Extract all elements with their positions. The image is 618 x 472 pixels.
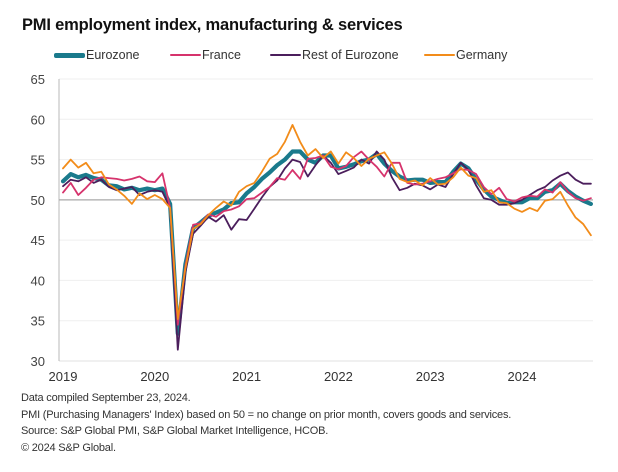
legend-swatch-france [170,53,201,57]
x-tick-label: 2023 [416,369,445,384]
legend-swatch-germany [424,53,455,57]
legend-label-eurozone: Eurozone [86,48,140,62]
y-tick-label: 55 [31,153,45,168]
legend-label-rest-of-eurozone: Rest of Eurozone [302,48,399,62]
chart-title: PMI employment index, manufacturing & se… [22,16,403,34]
series-line-rest-of-eurozone [62,150,592,351]
y-tick-label: 45 [31,233,45,248]
x-tick-label: 2024 [508,369,537,384]
legend-item-eurozone: Eurozone [54,48,140,62]
legend-item-france: France [170,48,241,62]
x-tick-label: 2022 [324,369,353,384]
legend-swatch-eurozone [54,52,85,58]
series-line-france [62,150,592,326]
legend-swatch-rest-of-eurozone [270,53,301,57]
chart-footnotes: Data compiled September 23, 2024. PMI (P… [21,390,511,456]
x-axis-ticks: 2019 2020 2021 2022 2023 2024 [49,369,537,384]
footnote-copyright: © 2024 S&P Global. [21,441,116,454]
legend-item-germany: Germany [424,48,507,62]
x-tick-label: 2020 [140,369,169,384]
gridlines [58,78,593,362]
y-tick-label: 60 [31,112,45,127]
y-tick-label: 30 [31,354,45,369]
y-tick-label: 35 [31,314,45,329]
legend-label-germany: Germany [456,48,508,62]
y-tick-label: 40 [31,273,45,288]
chart-legend: Eurozone France Rest of Eurozone Germany [0,48,618,66]
x-tick-label: 2021 [232,369,261,384]
line-chart: 30 35 40 45 50 55 60 65 2019 2020 2021 2022 2023 202… [31,72,594,384]
y-axis-ticks: 30 35 40 45 50 55 60 65 [31,72,45,369]
y-tick-label: 50 [31,193,45,208]
series-lines [60,124,594,351]
x-tick-label: 2019 [49,369,78,384]
footnote-data-compiled: Data compiled September 23, 2024. [21,392,191,404]
y-tick-label: 65 [31,72,45,87]
series-line-germany [62,124,592,321]
legend-item-rest-of-eurozone: Rest of Eurozone [270,48,399,62]
legend-label-france: France [202,48,241,62]
footnote-pmi-definition: PMI (Purchasing Managers' Index) based o… [21,408,512,421]
footnote-source: Source: S&P Global PMI, S&P Global Marke… [21,425,329,437]
